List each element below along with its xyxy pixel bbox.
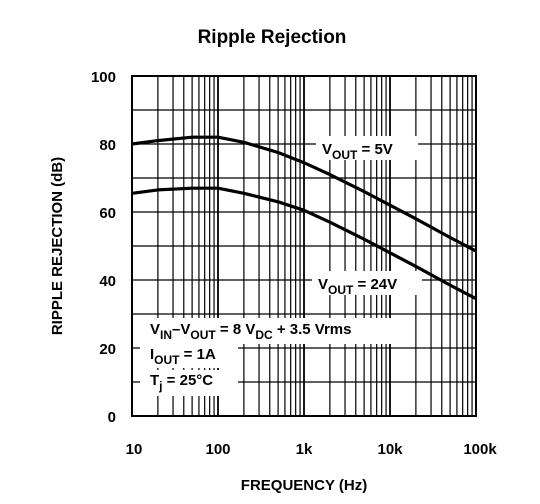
x-tick-label: 1k <box>296 441 313 458</box>
y-tick-label: 60 <box>99 205 116 222</box>
y-tick-label: 80 <box>99 137 116 154</box>
x-tick-label: 10 <box>126 441 143 458</box>
label-background <box>140 344 238 368</box>
annotation-tj: Tj = 25°C <box>150 372 213 393</box>
y-tick-label: 0 <box>108 409 116 426</box>
series-group <box>131 135 477 301</box>
series-line-1 <box>131 186 477 301</box>
chart-title: Ripple Rejection <box>198 27 347 48</box>
y-axis-label: RIPPLE REJECTION (dB) <box>49 157 66 335</box>
x-tick-label: 100k <box>463 441 497 458</box>
label-background <box>140 370 238 396</box>
y-tick-label: 40 <box>99 273 116 290</box>
x-axis-label: FREQUENCY (Hz) <box>241 477 367 494</box>
y-tick-labels: 0 20 40 60 80 100 <box>91 69 116 426</box>
y-tick-label: 20 <box>99 341 116 358</box>
grid <box>132 76 476 416</box>
x-tick-label: 10k <box>377 441 403 458</box>
x-tick-labels: 10 100 1k 10k 100k <box>126 441 498 458</box>
series-label-5v: VOUT = 5V <box>322 141 393 162</box>
label-background <box>316 136 418 160</box>
annotation-vin: VIN–VOUT = 8 VDC + 3.5 Vrms <box>150 321 351 342</box>
series-line-0 <box>131 135 477 253</box>
label-background <box>312 271 422 295</box>
y-tick-label: 100 <box>91 69 116 86</box>
x-tick-label: 100 <box>205 441 230 458</box>
annotation-iout: IOUT = 1A <box>150 346 216 367</box>
label-background <box>140 318 414 344</box>
series-label-24v: VOUT = 24V <box>318 276 397 297</box>
plot-frame <box>131 75 477 417</box>
